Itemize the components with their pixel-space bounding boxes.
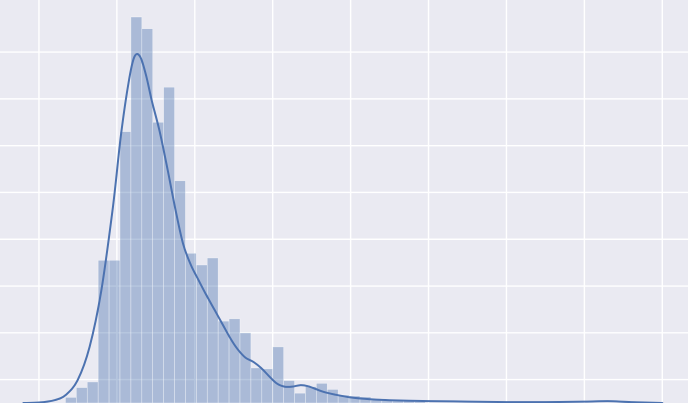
- histogram-bar-16: [239, 332, 252, 403]
- histogram-bar-21: [294, 392, 306, 403]
- histogram-bar-15: [228, 318, 241, 403]
- histogram-bar-11: [185, 252, 197, 403]
- histogram-bar-19: [272, 346, 284, 403]
- histogram-bars: [65, 16, 426, 403]
- histogram-bar-6: [130, 16, 143, 403]
- histogram-bar-9: [163, 86, 175, 403]
- histogram-bar-5: [119, 131, 132, 403]
- histogram-bar-8: [152, 121, 164, 403]
- histogram-bar-0: [65, 397, 77, 403]
- kde-curve-group: [22, 53, 664, 403]
- histogram-bar-13: [206, 257, 219, 403]
- histogram-bar-24: [326, 389, 339, 403]
- histogram-bar-20: [283, 380, 295, 403]
- histogram-bar-4: [108, 259, 121, 403]
- histogram-bar-2: [86, 381, 99, 403]
- histogram-bar-17: [250, 367, 263, 403]
- kde-line: [22, 53, 664, 403]
- histogram-bar-1: [76, 387, 88, 403]
